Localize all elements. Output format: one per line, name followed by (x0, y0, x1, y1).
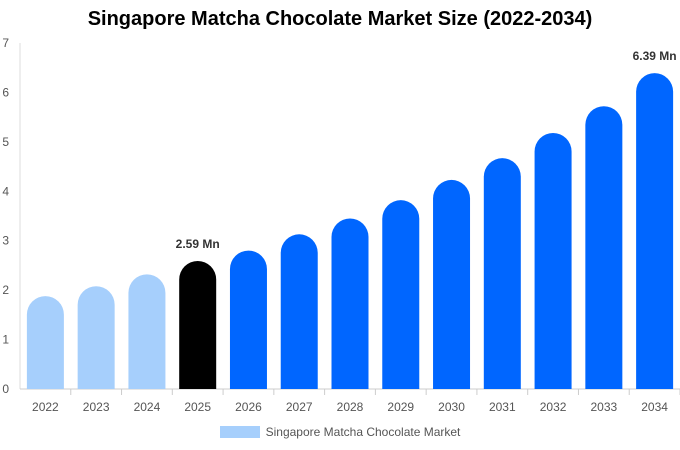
x-tick-label: 2026 (235, 400, 262, 414)
bar-2025 (179, 260, 217, 389)
bar-2030 (433, 179, 471, 389)
data-label: 2.59 Mn (176, 237, 220, 251)
bar-2034 (636, 73, 674, 390)
legend: Singapore Matcha Chocolate Market (0, 425, 680, 439)
bar-2032 (534, 132, 572, 389)
y-axis: 0 1 2 3 4 5 6 7 (2, 36, 21, 396)
y-tick-label: 1 (2, 333, 9, 347)
chart-title: Singapore Matcha Chocolate Market Size (… (87, 8, 593, 30)
x-tick-label: 2033 (590, 400, 617, 414)
bar-2024 (128, 274, 166, 389)
y-tick-label: 7 (2, 36, 9, 50)
x-tick-label: 2032 (540, 400, 567, 414)
bars (26, 73, 674, 390)
bar-2033 (585, 106, 623, 390)
x-tick-label: 2023 (83, 400, 110, 414)
x-tick-label: 2029 (387, 400, 414, 414)
x-axis: 2022 2023 2024 2025 2026 2027 2028 2029 2030 2031… (20, 388, 680, 414)
x-tick-label: 2028 (337, 400, 364, 414)
bar-2023 (77, 286, 115, 389)
y-tick-label: 0 (2, 382, 9, 396)
legend-label: Singapore Matcha Chocolate Market (265, 425, 461, 439)
data-labels: 2.59 Mn 6.39 Mn (176, 49, 677, 251)
y-tick-label: 6 (2, 85, 9, 99)
bar-2026 (229, 250, 267, 389)
x-tick-label: 2031 (489, 400, 516, 414)
x-tick-label: 2027 (286, 400, 313, 414)
x-tick-label: 2030 (438, 400, 465, 414)
y-tick-label: 3 (2, 234, 9, 248)
y-tick-label: 4 (2, 184, 9, 198)
bar-2029 (382, 200, 420, 389)
bar-2028 (331, 218, 369, 389)
data-label: 6.39 Mn (633, 49, 677, 63)
x-tick-label: 2034 (641, 400, 668, 414)
legend-swatch (219, 426, 260, 438)
x-tick-label: 2022 (32, 400, 59, 414)
bar-2027 (280, 234, 318, 389)
y-tick-label: 5 (2, 135, 9, 149)
y-tick-label: 2 (2, 283, 9, 297)
bar-2022 (26, 296, 64, 389)
x-tick-label: 2024 (134, 400, 161, 414)
x-tick-label: 2025 (184, 400, 211, 414)
bar-2031 (483, 158, 521, 389)
